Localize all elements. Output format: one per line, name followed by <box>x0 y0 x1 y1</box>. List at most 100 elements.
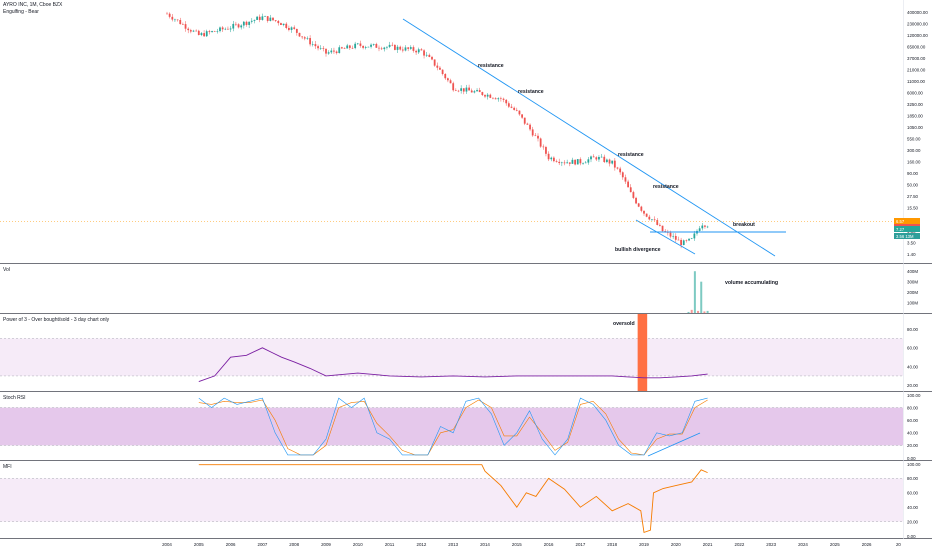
candle-body <box>380 48 383 50</box>
candle-body <box>197 30 200 36</box>
annotation-volume-accumulating: volume accumulating <box>725 280 778 286</box>
candle-body <box>444 73 447 79</box>
volume-bar <box>706 310 709 313</box>
candle-body <box>364 47 367 48</box>
time-tick-label: 2009 <box>321 542 331 547</box>
annotation-resistance-3: resistance <box>618 152 644 158</box>
time-axis[interactable]: 2004 2005 2006 2007 2008 2009 2010 2011 2012 2013… <box>162 542 901 547</box>
candle-body <box>558 161 561 164</box>
candle-body <box>494 98 497 100</box>
candle-body <box>298 32 301 37</box>
candle-body <box>282 23 285 26</box>
price-candles <box>166 11 709 249</box>
candle-body <box>704 225 706 227</box>
candle-body <box>306 38 309 39</box>
time-tick-label: 2023 <box>766 542 776 547</box>
candle-body <box>372 43 375 45</box>
candle-body <box>396 46 399 50</box>
candle-body <box>502 98 505 100</box>
power3-band <box>0 338 903 376</box>
symbol-title[interactable]: AYRO INC, 1M, Cboe BZX <box>3 2 63 8</box>
candle-body <box>574 159 576 165</box>
candle-body <box>333 50 335 52</box>
candle-body <box>428 54 431 57</box>
candle-body <box>293 27 296 29</box>
indicator-axes[interactable]: 80.00 60.00 40.00 20.00 100.00 80.00 60.00 40.0… <box>907 269 921 539</box>
candle-body <box>348 45 351 48</box>
candle-body <box>250 20 253 22</box>
candle-body <box>560 162 563 164</box>
drawings[interactable] <box>0 18 903 457</box>
candle-body <box>616 167 619 169</box>
candle-body <box>399 46 402 50</box>
candle-body <box>375 43 378 48</box>
candle-body <box>317 46 319 49</box>
candle-body <box>510 106 513 108</box>
volume-bar <box>697 310 700 313</box>
annotations: resistance resistance resistance resista… <box>478 63 778 327</box>
candle-body <box>253 19 256 21</box>
candle-body <box>224 28 227 30</box>
candle-body <box>489 94 492 98</box>
time-tick-label: 2026 <box>862 542 872 547</box>
candle-body <box>431 56 433 60</box>
candle-body <box>274 20 277 21</box>
candle-body <box>648 216 651 220</box>
annotation-resistance-1: resistance <box>478 63 504 69</box>
candle-body <box>685 240 688 241</box>
candle-body <box>351 47 354 49</box>
candle-body <box>311 44 314 45</box>
candle-body <box>383 47 386 50</box>
time-tick-label: 2018 <box>607 542 617 547</box>
candle-body <box>356 43 359 45</box>
candle-body <box>669 232 672 237</box>
power3-line <box>198 347 708 383</box>
price-tick-label: 3.50 <box>907 240 916 245</box>
candle-body <box>346 45 349 49</box>
candle-body <box>258 16 261 20</box>
candle-body <box>645 213 648 217</box>
candle-body <box>192 30 195 32</box>
candle-body <box>359 43 362 46</box>
pane-separators <box>0 263 932 539</box>
candle-body <box>698 228 701 231</box>
candle-body <box>611 160 614 164</box>
annotation-bullish-divergence: bullish divergence <box>615 247 661 253</box>
candle-body <box>269 17 272 21</box>
candle-body <box>277 20 280 24</box>
candle-body <box>582 163 584 164</box>
candle-body <box>182 24 184 25</box>
candle-body <box>481 92 484 95</box>
candle-body <box>603 156 606 163</box>
candle-body <box>523 117 526 124</box>
candle-body <box>576 159 579 165</box>
time-tick-label: 2025 <box>830 542 840 547</box>
price-tick-label: 120000.00 <box>907 33 928 38</box>
stoch-divergence-line[interactable] <box>647 432 701 457</box>
candle-body <box>401 49 404 51</box>
candle-body <box>672 235 675 237</box>
resistance-trendline[interactable] <box>402 18 776 257</box>
price-tick-label: 21000.00 <box>907 67 926 72</box>
price-tick-label: 37000.00 <box>907 56 926 61</box>
candle-body <box>542 146 545 148</box>
support-trendline[interactable] <box>635 219 696 255</box>
indicator-bands <box>0 314 903 522</box>
indicator-label[interactable]: Engulfing - Bear <box>3 9 39 15</box>
mfi-tick-label: 60.00 <box>907 491 919 496</box>
candle-body <box>388 44 391 47</box>
candle-body <box>314 44 317 47</box>
candle-body <box>433 59 436 66</box>
time-tick-label: 2007 <box>258 542 268 547</box>
time-tick-label: 2021 <box>703 542 713 547</box>
candle-body <box>330 50 333 53</box>
price-tick-label: 50.00 <box>907 183 919 188</box>
candle-body <box>176 19 179 21</box>
mfi-band <box>0 478 903 522</box>
candle-body <box>417 49 420 53</box>
vol-tick-label: 100M <box>907 300 918 305</box>
candle-body <box>370 44 372 47</box>
candle-body <box>640 206 643 211</box>
price-tick-label: 230000.00 <box>907 21 928 26</box>
